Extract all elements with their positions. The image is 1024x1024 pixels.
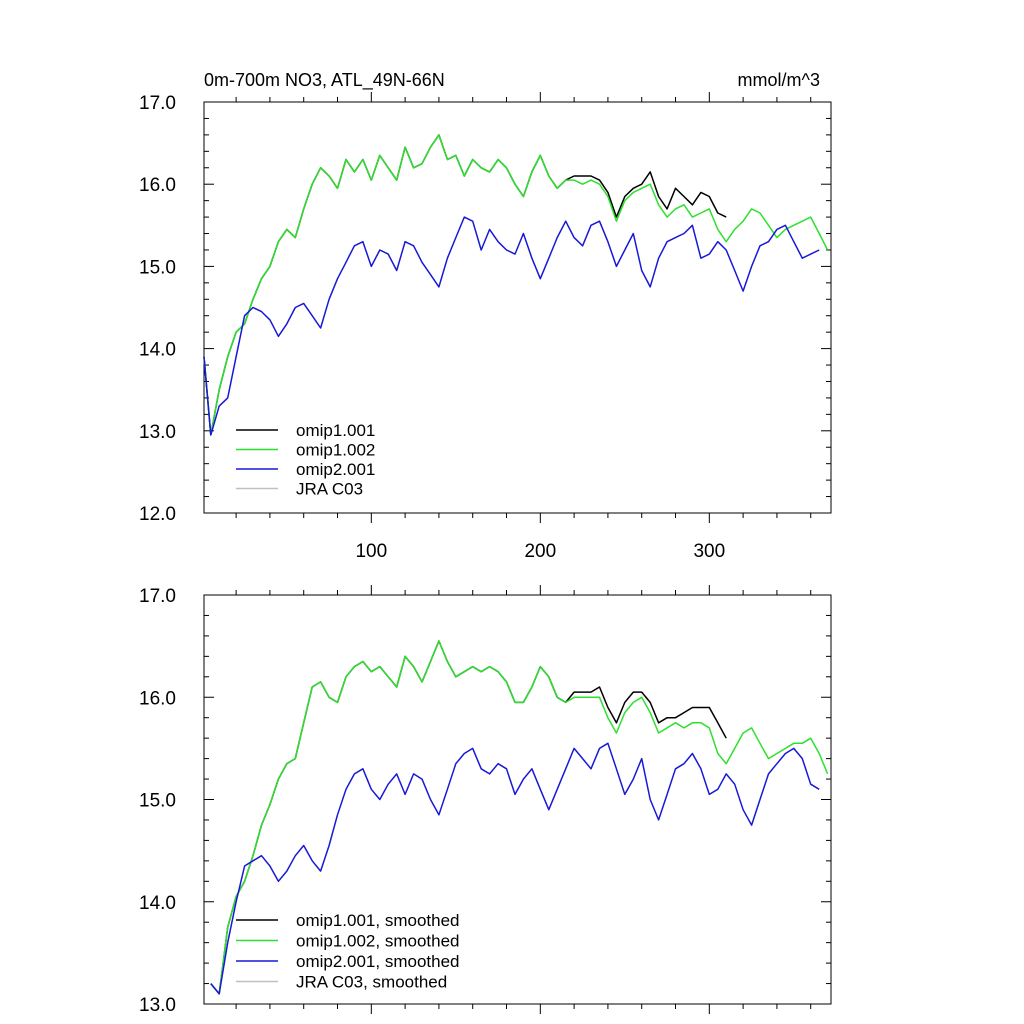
- y-tick-label: 17.0: [139, 586, 176, 607]
- series-line-omip2-001-smoothed: [210, 742, 820, 995]
- x-tick-label: 200: [524, 541, 556, 562]
- y-tick-label: 15.0: [139, 257, 176, 278]
- chart-title: 0m-700m NO3, ATL_49N-66N: [204, 70, 445, 91]
- top-panel: 0m-700m NO3, ATL_49N-66N mmol/m^3 12.0 13…: [139, 70, 832, 562]
- series-line-omip1-002: [203, 134, 829, 436]
- series-line-omip1-001-smoothed: [210, 640, 727, 995]
- legend-label: omip1.002, smoothed: [296, 932, 460, 951]
- series-line-omip1-002-smoothed: [210, 640, 829, 995]
- legend-label: omip1.001, smoothed: [296, 911, 460, 930]
- legend-label: JRA C03: [296, 480, 363, 499]
- x-tick-label: 100: [355, 541, 387, 562]
- y-tick-label: 16.0: [139, 688, 176, 709]
- bottom-panel: 13.0 14.0 15.0 16.0 17.0 omip1.001, smoothed o…: [139, 585, 832, 1016]
- y-tick-label: 13.0: [139, 995, 176, 1016]
- plot-frame: [203, 101, 832, 514]
- y-tick-label: 14.0: [139, 340, 176, 361]
- y-tick-label: 17.0: [139, 93, 176, 114]
- legend-label: omip1.002: [296, 441, 375, 460]
- y-tick-label: 14.0: [139, 893, 176, 914]
- legend-label: omip2.001: [296, 460, 375, 479]
- y-tick-label: 13.0: [139, 422, 176, 443]
- y-tick-label: 16.0: [139, 175, 176, 196]
- legend-label: omip1.001: [296, 421, 375, 440]
- x-tick-label: 300: [693, 541, 725, 562]
- series-line-omip1-001: [203, 134, 727, 436]
- legend-label: omip2.001, smoothed: [296, 952, 460, 971]
- y-tick-label: 15.0: [139, 791, 176, 812]
- legend-label: JRA C03, smoothed: [296, 973, 447, 992]
- y-tick-label: 12.0: [139, 504, 176, 525]
- series-line-omip2-001: [203, 216, 820, 436]
- units-label: mmol/m^3: [738, 70, 820, 90]
